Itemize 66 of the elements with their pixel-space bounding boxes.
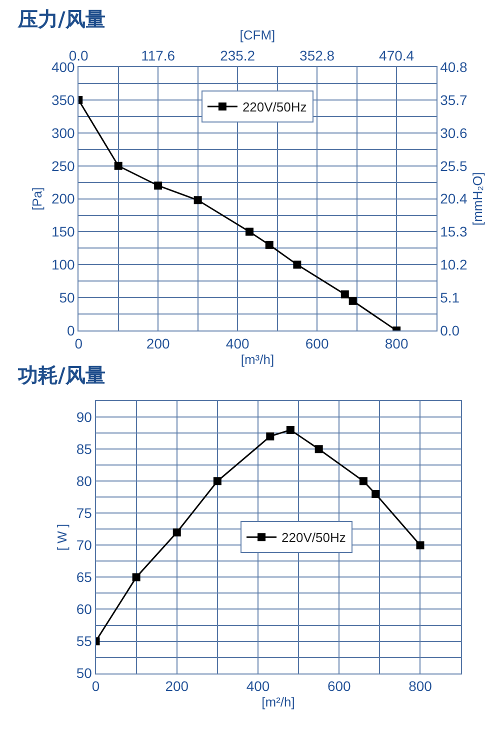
point [194,196,202,204]
y-tick-label: 75 [76,505,92,522]
y-tick-label: 50 [76,665,92,682]
x-tick-label: 600 [327,678,352,694]
x-axis-title: [m³/h] [240,352,274,367]
y-axis-title: [Pa] [29,187,44,210]
chart-title: 功耗/风量 [17,363,106,387]
point [348,296,357,305]
y-tick-label: 60 [76,601,92,618]
y-tick-label: 80 [76,473,92,490]
point [359,477,368,486]
x-axis-title: [m²/h] [262,694,295,710]
y-tick-label: 55 [76,633,92,650]
y-tick-label: 250 [51,158,76,174]
y2-tick-label: 20.4 [440,190,468,207]
point [314,445,323,454]
y2-tick-label: 25.5 [440,158,468,174]
point [266,432,274,440]
point [154,182,162,190]
x2-tick-label: 235.2 [220,47,256,64]
y-tick-label: 350 [51,92,76,108]
x-tick-label: 600 [305,335,329,352]
legend-label: 220V/50Hz [282,530,346,546]
x-tick-label: 400 [246,678,270,694]
y2-tick-label: 35.7 [440,92,468,108]
x2-tick-label: 470.4 [379,47,414,64]
point [416,541,424,550]
y-tick-label: 50 [59,290,76,306]
chart-title: 压力/风量 [17,7,106,31]
y2-tick-label: 5.1 [440,290,460,306]
point [265,240,274,249]
y2-axis-title: [mmH₂O] [470,172,486,226]
legend-label: 220V/50Hz [242,100,307,115]
point [293,260,302,269]
point [286,426,294,434]
point [172,528,181,536]
y-tick-label: 200 [51,190,76,207]
point [372,490,380,498]
x-tick-label: 800 [408,678,432,694]
y-tick-label: 0 [67,322,76,338]
y2-tick-label: 30.6 [440,124,468,141]
x-tick-label: 400 [226,335,250,352]
point [132,573,140,582]
y-tick-label: 100 [51,256,76,273]
y-tick-label: 70 [76,537,92,554]
y-axis-title: [ W ] [54,524,70,551]
y-tick-label: 300 [51,124,76,141]
y-tick-label: 150 [51,224,76,240]
y-tick-label: 85 [76,441,92,458]
y2-tick-label: 15.3 [440,224,468,240]
x2-tick-label: 0.0 [68,47,89,64]
y-tick-label: 65 [76,569,92,586]
y2-tick-label: 10.2 [440,256,468,273]
x2-tick-label: 352.8 [300,47,335,64]
point [246,228,254,236]
x-tick-label: 200 [165,678,189,694]
x-tick-label: 800 [384,335,408,352]
x-tick-label: 200 [146,335,170,352]
x2-axis-title: [CFM] [240,27,276,42]
y2-tick-label: 0.0 [440,322,460,338]
y-tick-label: 90 [76,409,92,426]
x2-tick-label: 117.6 [141,47,176,64]
point [213,477,222,486]
point [340,290,349,298]
point [114,162,122,170]
y2-tick-label: 40.8 [440,58,468,75]
